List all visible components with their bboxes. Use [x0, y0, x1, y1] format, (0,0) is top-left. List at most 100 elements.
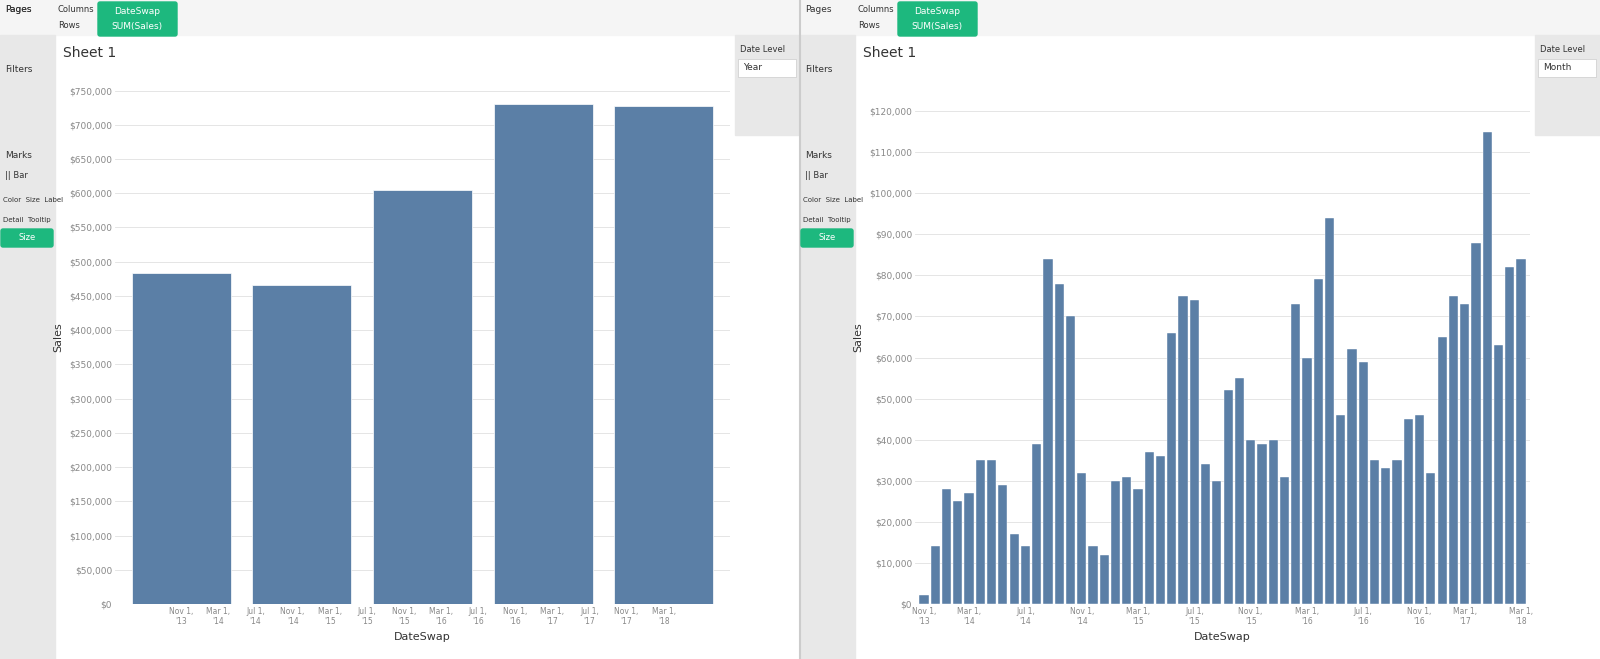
- Bar: [1461, 304, 1469, 604]
- Bar: [1291, 304, 1301, 604]
- Bar: [1077, 473, 1086, 604]
- Text: Rows: Rows: [858, 22, 880, 30]
- Text: || Bar: || Bar: [805, 171, 827, 179]
- Bar: [373, 190, 472, 604]
- Bar: [954, 501, 963, 604]
- Text: Size: Size: [18, 233, 35, 243]
- Bar: [1472, 243, 1480, 604]
- Text: Marks: Marks: [805, 150, 832, 159]
- Bar: [965, 493, 974, 604]
- Bar: [1246, 440, 1256, 604]
- Text: Date Level: Date Level: [1539, 45, 1586, 55]
- Bar: [987, 460, 997, 604]
- Text: Pages: Pages: [5, 5, 32, 13]
- Text: SUM(Sales): SUM(Sales): [112, 22, 163, 32]
- Bar: [1403, 419, 1413, 604]
- Bar: [1054, 283, 1064, 604]
- Bar: [1235, 378, 1245, 604]
- Bar: [1110, 481, 1120, 604]
- Text: Rows: Rows: [58, 22, 80, 30]
- Bar: [1190, 300, 1198, 604]
- X-axis label: DateSwap: DateSwap: [394, 632, 451, 642]
- Bar: [920, 595, 928, 604]
- Bar: [1032, 444, 1042, 604]
- Bar: [1381, 469, 1390, 604]
- Bar: [253, 285, 352, 604]
- Text: || Bar: || Bar: [5, 171, 27, 179]
- Bar: [1426, 473, 1435, 604]
- Bar: [1166, 333, 1176, 604]
- Bar: [1122, 476, 1131, 604]
- Bar: [1280, 476, 1290, 604]
- Text: Year: Year: [742, 63, 762, 72]
- Bar: [1392, 460, 1402, 604]
- Bar: [1224, 390, 1232, 604]
- Bar: [1534, 35, 1600, 135]
- Bar: [1517, 259, 1526, 604]
- Bar: [1010, 534, 1019, 604]
- Bar: [738, 59, 797, 77]
- Text: Date Level: Date Level: [739, 45, 786, 55]
- Text: Detail  Tooltip: Detail Tooltip: [803, 217, 851, 223]
- Bar: [1494, 345, 1502, 604]
- Text: Pages: Pages: [805, 5, 832, 13]
- Bar: [1021, 546, 1030, 604]
- Text: Sheet 1: Sheet 1: [62, 46, 117, 60]
- Text: Pages: Pages: [5, 5, 32, 13]
- Bar: [494, 104, 592, 604]
- Text: Marks: Marks: [5, 150, 32, 159]
- FancyBboxPatch shape: [98, 18, 178, 36]
- Bar: [1448, 296, 1458, 604]
- Bar: [1347, 349, 1357, 604]
- Text: Size: Size: [818, 233, 835, 243]
- Bar: [1043, 259, 1053, 604]
- Bar: [614, 105, 714, 604]
- Bar: [0, 0, 800, 35]
- Text: Columns: Columns: [858, 5, 894, 14]
- FancyBboxPatch shape: [98, 2, 178, 20]
- Bar: [1336, 415, 1346, 604]
- Bar: [1099, 555, 1109, 604]
- Text: DateSwap: DateSwap: [114, 7, 160, 16]
- Bar: [1314, 279, 1323, 604]
- Text: SUM(Sales): SUM(Sales): [912, 22, 963, 32]
- Bar: [1370, 460, 1379, 604]
- Text: Detail  Tooltip: Detail Tooltip: [3, 217, 51, 223]
- Bar: [1179, 296, 1187, 604]
- FancyBboxPatch shape: [898, 2, 978, 20]
- Bar: [1088, 546, 1098, 604]
- FancyBboxPatch shape: [2, 229, 53, 247]
- Bar: [854, 35, 1600, 659]
- Bar: [1506, 267, 1514, 604]
- Bar: [1358, 362, 1368, 604]
- Bar: [1155, 456, 1165, 604]
- Text: Month: Month: [1542, 63, 1571, 72]
- Text: Columns: Columns: [58, 5, 94, 14]
- Text: Filters: Filters: [805, 65, 832, 74]
- Text: DateSwap: DateSwap: [914, 7, 960, 16]
- Bar: [1483, 132, 1491, 604]
- Bar: [976, 460, 986, 604]
- Bar: [1066, 316, 1075, 604]
- Text: Color  Size  Label: Color Size Label: [803, 197, 862, 203]
- Y-axis label: Sales: Sales: [54, 322, 64, 352]
- Bar: [1414, 415, 1424, 604]
- FancyBboxPatch shape: [802, 229, 853, 247]
- Bar: [1437, 337, 1446, 604]
- Bar: [54, 35, 800, 659]
- Bar: [1269, 440, 1278, 604]
- Bar: [1538, 59, 1597, 77]
- Bar: [800, 0, 1600, 35]
- Bar: [1144, 452, 1154, 604]
- Bar: [734, 35, 800, 135]
- Bar: [131, 273, 230, 604]
- Bar: [1258, 444, 1267, 604]
- Text: Sheet 1: Sheet 1: [862, 46, 917, 60]
- Bar: [942, 489, 950, 604]
- X-axis label: DateSwap: DateSwap: [1194, 632, 1251, 642]
- Bar: [1202, 465, 1210, 604]
- FancyBboxPatch shape: [898, 18, 978, 36]
- Bar: [1325, 218, 1334, 604]
- Bar: [1133, 489, 1142, 604]
- Bar: [931, 546, 939, 604]
